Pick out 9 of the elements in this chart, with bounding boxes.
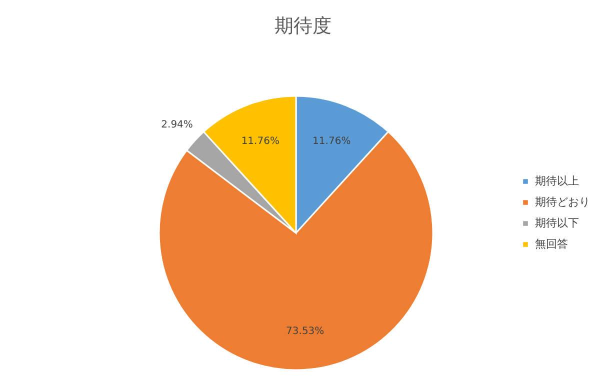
chart-title: 期待度 — [274, 15, 332, 37]
legend-label: 期待以下 — [535, 216, 579, 230]
data-label: 11.76% — [312, 136, 351, 148]
legend-label: 期待以上 — [535, 174, 579, 188]
data-label: 73.53% — [286, 326, 324, 338]
legend-label: 無回答 — [535, 238, 568, 250]
legend-label: 期待どおり — [535, 196, 590, 208]
data-label: 11.76% — [241, 136, 280, 148]
data-label: 2.94% — [161, 120, 193, 131]
